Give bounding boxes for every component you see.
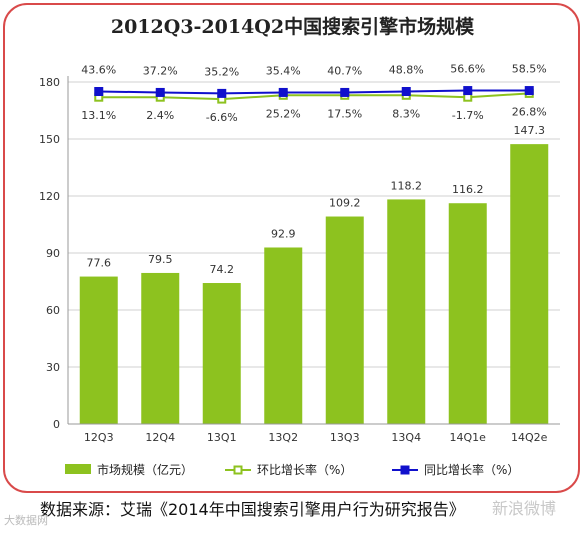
legend-swatch-market-size <box>65 464 91 474</box>
legend-label: 同比增长率（%） <box>424 462 519 477</box>
bar <box>79 276 118 424</box>
mom-rate-label: 26.8% <box>512 105 547 118</box>
yoy-rate-point <box>217 88 227 98</box>
y-tick-label: 60 <box>46 304 60 317</box>
y-tick-label: 30 <box>46 361 60 374</box>
legend-label: 市场规模（亿元） <box>97 462 193 477</box>
yoy-rate-label: 58.5% <box>512 63 547 76</box>
bar <box>264 247 303 424</box>
yoy-rate-label: 56.6% <box>450 63 485 76</box>
mom-rate-label: -6.6% <box>206 111 238 124</box>
bars-layer <box>79 144 549 424</box>
bar-value-label: 147.3 <box>514 124 546 137</box>
bar <box>510 144 549 424</box>
yoy-rate-point <box>278 87 288 97</box>
axis-layer: 0 30 60 90 120 150 180 12Q3 12Q4 13Q1 13Q2 13Q3 13Q4… <box>39 76 560 444</box>
yoy-rate-point <box>524 86 534 96</box>
bar <box>448 203 487 424</box>
yoy-rate-label: 35.4% <box>266 64 301 77</box>
y-tick-label: 0 <box>53 418 60 431</box>
bar-value-label: 79.5 <box>148 253 173 266</box>
bar <box>202 283 241 424</box>
mom-rate-label: -1.7% <box>452 109 484 122</box>
yoy-rate-label: 48.8% <box>389 64 424 77</box>
chart-title: 2012Q3-2014Q2中国搜索引擎市场规模 <box>110 16 475 38</box>
bar-value-label: 109.2 <box>329 197 361 210</box>
y-tick-label: 90 <box>46 247 60 260</box>
mom-rate-label: 13.1% <box>81 109 116 122</box>
bar <box>141 272 180 424</box>
mom-rate-label: 17.5% <box>327 107 362 120</box>
x-tick-label: 12Q3 <box>84 431 114 444</box>
mom-rate-line <box>98 92 530 101</box>
legend-swatch-yoy-marker <box>400 465 410 475</box>
lines-layer <box>94 86 534 104</box>
yoy-rate-point <box>401 87 411 96</box>
legend-layer: 市场规模（亿元） 环比增长率（%） 同比增长率（%） <box>65 462 519 477</box>
yoy-rate-line <box>98 89 530 95</box>
y-tick-label: 120 <box>39 190 60 203</box>
bar-value-label: 116.2 <box>452 183 484 196</box>
yoy-rate-point <box>94 87 104 96</box>
yoy-rate-point <box>155 87 165 97</box>
x-tick-label: 12Q4 <box>145 431 175 444</box>
bar <box>387 199 426 424</box>
source-note: 数据来源：艾瑞《2014年中国搜索引擎用户行为研究报告》 <box>40 500 465 519</box>
yoy-rate-label: 37.2% <box>143 64 178 77</box>
yoy-rate-label: 40.7% <box>327 64 362 77</box>
watermark-text: 大数据网 <box>4 514 48 527</box>
bar-value-label: 92.9 <box>271 227 296 240</box>
y-tick-label: 150 <box>39 133 60 146</box>
yoy-rate-label: 43.6% <box>81 64 116 77</box>
yoy-rate-label: 35.2% <box>204 65 239 78</box>
bar-value-label: 74.2 <box>210 263 235 276</box>
bar-value-label: 77.6 <box>87 257 112 270</box>
mom-rate-label: 8.3% <box>392 107 420 120</box>
y-tick-label: 180 <box>39 76 60 89</box>
bar <box>325 216 364 424</box>
x-tick-label: 13Q2 <box>268 431 298 444</box>
legend-label: 环比增长率（%） <box>257 462 352 477</box>
x-tick-label: 13Q3 <box>330 431 360 444</box>
yoy-rate-point <box>340 87 350 97</box>
mom-rate-label: 25.2% <box>266 107 301 120</box>
x-tick-label: 13Q1 <box>207 431 237 444</box>
x-tick-label: 14Q2e <box>511 431 548 444</box>
watermark-weibo: 新浪微博 <box>492 499 557 518</box>
bar-value-label: 118.2 <box>391 179 423 192</box>
x-tick-label: 13Q4 <box>391 431 421 444</box>
mom-rate-label: 2.4% <box>146 109 174 122</box>
labels-layer: 77.6 79.5 74.2 92.9 109.2 118.2 116.2 147.3 13.1… <box>81 63 546 276</box>
yoy-rate-point <box>463 86 473 96</box>
legend-swatch-mom-marker <box>233 465 243 475</box>
x-tick-label: 14Q1e <box>450 431 487 444</box>
